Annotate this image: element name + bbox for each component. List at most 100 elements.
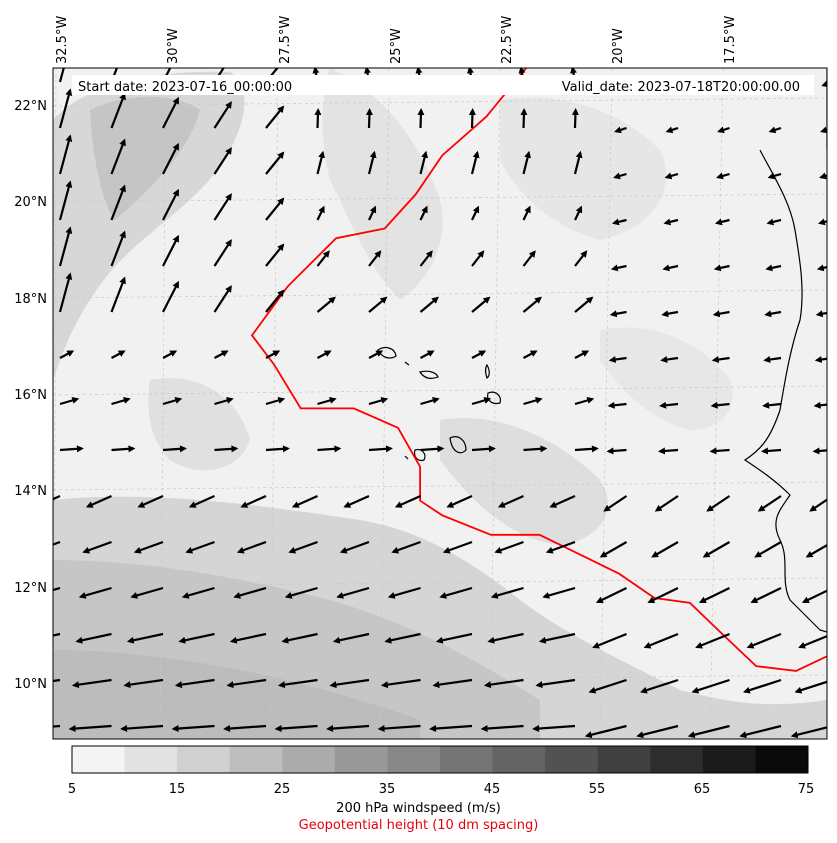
- wind-arrow: [471, 350, 487, 359]
- wind-arrow: [442, 540, 473, 554]
- wind-arrow: [817, 218, 827, 226]
- wind-arrow: [762, 401, 782, 409]
- wind-arrow: [162, 234, 179, 267]
- wind-arrow: [471, 445, 496, 453]
- wind-arrow: [233, 586, 267, 599]
- wind-arrow: [470, 150, 480, 175]
- colorbar-tick: 15: [169, 782, 186, 797]
- wind-arrow: [368, 397, 389, 406]
- wind-arrow: [490, 586, 524, 599]
- wind-arrow: [368, 205, 377, 221]
- wind-arrow: [291, 494, 318, 508]
- colorbar-swatch: [282, 746, 336, 773]
- wind-arrow: [277, 678, 318, 689]
- wind-arrow: [573, 150, 583, 175]
- wind-arrow: [592, 632, 627, 649]
- wind-arrow: [574, 205, 583, 221]
- wind-arrow: [419, 350, 435, 359]
- wind-arrow: [53, 494, 61, 501]
- wind-arrow: [213, 147, 232, 175]
- windspeed-colorbar: [72, 746, 809, 773]
- wind-arrow: [265, 151, 285, 175]
- wind-arrow: [607, 401, 627, 409]
- wind-arrow: [809, 498, 827, 512]
- wind-arrow: [387, 586, 421, 599]
- wind-arrow: [801, 589, 827, 603]
- wind-arrow: [110, 350, 126, 359]
- map-panel: [53, 68, 827, 739]
- wind-arrow: [213, 101, 232, 129]
- lon-label: 27.5°W: [278, 16, 293, 64]
- wind-arrow: [110, 92, 126, 129]
- wind-arrow: [226, 678, 267, 689]
- wind-arrow: [522, 205, 531, 221]
- wind-arrow: [439, 586, 473, 599]
- wind-arrow: [174, 678, 215, 689]
- wind-arrow: [265, 445, 290, 453]
- wind-arrow: [162, 445, 187, 453]
- wind-arrow: [126, 632, 164, 644]
- wind-arrow: [384, 632, 421, 644]
- wind-arrow: [82, 540, 112, 554]
- wind-arrow: [240, 494, 267, 508]
- wind-arrow: [265, 289, 285, 313]
- wind-arrow: [265, 197, 285, 221]
- wind-arrow: [53, 678, 61, 683]
- wind-arrow: [815, 310, 827, 318]
- start-date-label: Start date: 2023-07-16_00:00:00: [78, 80, 292, 95]
- wind-arrow: [123, 678, 164, 689]
- wind-arrow: [181, 586, 215, 599]
- latitude-labels: 22°N 20°N 18°N 16°N 14°N 12°N 10°N: [14, 99, 47, 692]
- wind-arrow: [763, 356, 782, 363]
- wind-arrow: [706, 495, 731, 512]
- wind-arrow: [610, 264, 627, 272]
- wind-arrow: [432, 678, 473, 689]
- wind-arrow: [746, 632, 782, 649]
- wind-arrow: [494, 540, 524, 554]
- wind-arrow: [532, 724, 576, 733]
- wind-arrow: [595, 587, 627, 603]
- wind-arrow: [417, 108, 425, 129]
- wind-arrow: [761, 447, 782, 455]
- wind-arrow: [660, 356, 679, 363]
- lat-label: 10°N: [14, 677, 47, 692]
- wind-arrow: [368, 250, 382, 267]
- wind-arrow: [798, 635, 827, 649]
- wind-arrow: [343, 494, 370, 508]
- wind-vector-arrows: [53, 68, 827, 739]
- wind-arrow: [178, 632, 215, 644]
- wind-arrow: [764, 310, 782, 318]
- wind-arrow: [714, 218, 730, 226]
- wind-arrow: [85, 494, 112, 508]
- wind-arrow: [742, 678, 782, 694]
- wind-arrow: [662, 264, 679, 272]
- wind-arrow: [658, 447, 679, 455]
- wind-arrow: [130, 586, 164, 599]
- wind-arrow: [71, 678, 112, 689]
- wind-arrow: [171, 724, 215, 733]
- wind-arrow: [213, 193, 232, 221]
- wind-arrow: [713, 264, 730, 272]
- wind-arrow: [487, 632, 524, 644]
- colorbar-frame: [71, 745, 809, 774]
- colorbar-swatch: [597, 746, 651, 773]
- wind-arrow: [613, 172, 627, 180]
- wind-arrow: [695, 632, 730, 649]
- wind-arrow: [522, 296, 542, 313]
- wind-arrow: [316, 205, 325, 221]
- wind-arrow: [110, 184, 126, 221]
- wind-arrow: [717, 126, 730, 134]
- colorbar-swatch: [492, 746, 546, 773]
- wind-arrow: [609, 310, 627, 318]
- wind-arrow: [812, 447, 827, 455]
- wind-arrow: [58, 88, 73, 129]
- wind-arrow: [419, 205, 428, 221]
- wind-arrow: [420, 397, 440, 406]
- wind-arrow: [542, 586, 576, 599]
- wind-arrow: [814, 356, 827, 363]
- contour-label: Geopotential height (10 dm spacing): [298, 818, 539, 833]
- wind-arrow: [750, 587, 782, 603]
- wind-arrow: [522, 350, 538, 359]
- wind-arrow: [75, 632, 112, 644]
- wind-arrow: [665, 126, 679, 134]
